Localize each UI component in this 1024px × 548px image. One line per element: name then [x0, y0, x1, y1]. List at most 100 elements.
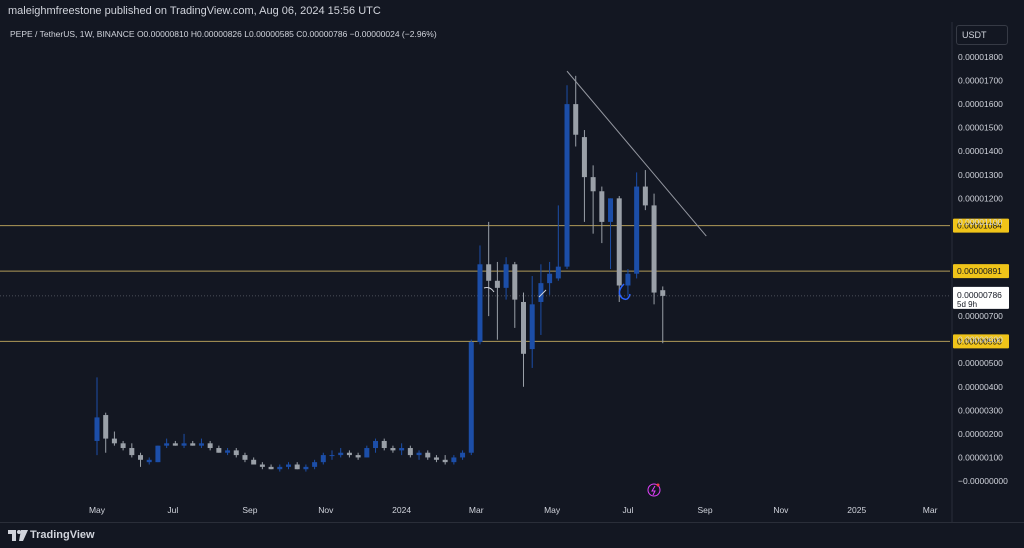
last-price-countdown: 5d 9h — [957, 300, 977, 309]
time-axis-label: Mar — [469, 505, 484, 515]
chart-legend: PEPE / TetherUS, 1W, BINANCE O0.00000810… — [10, 29, 437, 39]
legend-low: L0.00000585 — [244, 29, 294, 39]
lightning-icon — [651, 485, 656, 496]
level-price-label: 0.00001084 — [957, 221, 1002, 231]
last-price-tag — [953, 286, 1009, 309]
candle-body — [338, 452, 344, 456]
candle-body — [320, 455, 326, 463]
drawing-layer — [483, 70, 707, 497]
candle-body — [538, 283, 544, 302]
candle-body — [207, 443, 213, 449]
candle-body — [190, 443, 196, 446]
candle-layer — [94, 75, 666, 472]
footer-logo: TradingView — [30, 529, 95, 541]
level-layer: 0.00001084 0.00000891 0.00000593 0.00000786… — [0, 218, 1009, 349]
candle-body — [451, 457, 457, 463]
candle-body — [233, 450, 239, 456]
time-axis-label: Mar — [923, 505, 938, 515]
time-axis-label: May — [544, 505, 561, 515]
candle-body — [129, 448, 135, 456]
time-axis-label: Nov — [318, 505, 334, 515]
candle-body — [573, 104, 579, 135]
publish-info: maleighmfreestone published on TradingVi… — [8, 5, 381, 17]
candle-body — [373, 440, 379, 449]
legend-close: C0.00000786 — [296, 29, 348, 39]
candle-body — [547, 273, 553, 284]
price-axis-label: 0.00001800 — [958, 52, 1003, 62]
price-axis-label: 0.00001700 — [958, 76, 1003, 86]
candle-body — [651, 205, 657, 293]
candle-body — [303, 466, 309, 470]
candle-body — [486, 264, 492, 281]
candle-body — [294, 464, 300, 470]
price-axis-label: 0.00001100 — [958, 217, 1003, 227]
level-price-label: 0.00000593 — [957, 336, 1002, 346]
candle-body — [329, 455, 335, 457]
candle-body — [599, 191, 605, 222]
candle-body — [155, 445, 161, 463]
candle-body — [512, 264, 518, 300]
price-axis-label: 0.00000500 — [958, 358, 1003, 368]
candle-body — [242, 455, 248, 460]
candle-body — [277, 466, 283, 470]
chart-area[interactable]: 0.00001084 0.00000891 0.00000593 0.00000786… — [0, 22, 1024, 522]
price-chart[interactable]: 0.00001084 0.00000891 0.00000593 0.00000786… — [0, 22, 1024, 522]
trendline — [566, 70, 707, 237]
candle-body — [216, 448, 222, 453]
price-axis-label: 0.00001400 — [958, 146, 1003, 156]
time-axis-label: Jul — [167, 505, 178, 515]
currency-button[interactable]: USDT — [956, 25, 1008, 45]
level-price-tag — [953, 334, 1009, 349]
candle-body — [407, 448, 413, 456]
candle-body — [529, 304, 535, 350]
candle-body — [616, 198, 622, 286]
candle-body — [590, 177, 596, 192]
event-icon — [647, 483, 661, 497]
annotation-mark — [483, 287, 495, 293]
price-axis-label: 0.00001600 — [958, 99, 1003, 109]
footer-bar: TradingView — [0, 522, 1024, 548]
candle-body — [111, 438, 117, 444]
candle-body — [433, 457, 439, 460]
candle-body — [198, 443, 204, 446]
candle-body — [259, 464, 265, 467]
price-axis-label: 0.00001300 — [958, 170, 1003, 180]
time-axis-label: May — [89, 505, 106, 515]
candle-body — [103, 415, 109, 439]
candle-body — [251, 459, 257, 465]
axis-layer: 0.00001800 0.00001700 0.00001600 0.00001500… — [89, 22, 1008, 522]
candle-body — [608, 198, 614, 222]
level-price-tag — [953, 218, 1009, 233]
time-axis-label: Sep — [697, 505, 712, 515]
candle-body — [503, 264, 509, 288]
candle-body — [285, 464, 291, 467]
candle-body — [381, 440, 387, 449]
level-price-tag — [953, 264, 1009, 279]
annotation-mark — [538, 289, 547, 298]
candle-body — [634, 186, 640, 274]
legend-change: −0.00000024 (−2.96%) — [349, 29, 437, 39]
candle-body — [181, 443, 187, 446]
level-price-label: 0.00000891 — [957, 266, 1002, 276]
candle-body — [225, 450, 231, 453]
time-axis-label: Sep — [242, 505, 257, 515]
last-price-value: 0.00000786 — [957, 290, 1002, 300]
candle-body — [494, 280, 500, 288]
price-axis-label: 0.00001500 — [958, 123, 1003, 133]
candle-body — [442, 459, 448, 463]
time-axis-label: 2025 — [847, 505, 866, 515]
candle-body — [94, 417, 100, 441]
candle-body — [346, 452, 352, 456]
candle-body — [642, 186, 648, 206]
candle-body — [120, 443, 126, 449]
annotation-mark — [618, 283, 631, 301]
notification-dot-icon — [656, 483, 660, 487]
time-axis-label: Jul — [623, 505, 634, 515]
candle-body — [625, 273, 631, 286]
tradingview-logo-icon — [8, 530, 28, 541]
candle-body — [146, 459, 152, 463]
candle-body — [138, 455, 144, 460]
candle-body — [660, 290, 666, 296]
price-axis-label: 0.00001200 — [958, 193, 1003, 203]
candle-body — [520, 301, 526, 354]
